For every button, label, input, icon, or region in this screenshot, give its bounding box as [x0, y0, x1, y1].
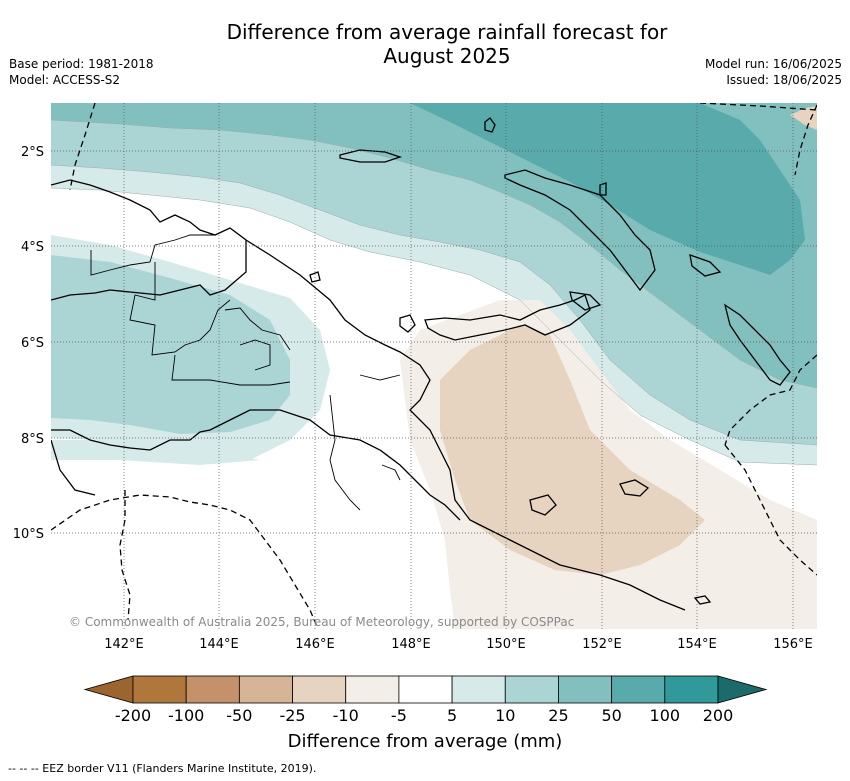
lon-label-142e: 142°E — [104, 637, 144, 652]
colorbar-segment — [451, 675, 506, 704]
model-name: Model: ACCESS-S2 — [9, 73, 121, 87]
colorbar-tick-label: -25 — [279, 706, 305, 725]
meta-right: Model run: 16/06/2025 Issued: 18/06/2025 — [705, 56, 842, 88]
colorbar-segment — [292, 675, 347, 704]
lat-label-8s: 8°S — [21, 432, 44, 447]
colorbar-tick-label: 5 — [447, 706, 457, 725]
colorbar-extend-high — [717, 675, 768, 704]
lat-label-10s: 10°S — [13, 527, 44, 542]
base-period: Base period: 1981-2018 — [9, 57, 154, 71]
colorbar-tick-label: -5 — [391, 706, 407, 725]
lon-label-152e: 152°E — [582, 637, 622, 652]
gridlines — [51, 103, 817, 629]
lon-label-154e: 154°E — [677, 637, 717, 652]
eez-legend-note: -- -- -- EEZ border V11 (Flanders Marine… — [8, 762, 317, 775]
colorbar-segment — [504, 675, 559, 704]
province-boundaries — [90, 234, 401, 511]
meta-left: Base period: 1981-2018 Model: ACCESS-S2 — [9, 56, 154, 88]
map-plot-area: © Commonwealth of Australia 2025, Bureau… — [51, 103, 817, 629]
colorbar-label: Difference from average (mm) — [288, 731, 563, 752]
colorbar-tick-label: -50 — [226, 706, 252, 725]
colorbar-segment — [238, 675, 293, 704]
model-run: Model run: 16/06/2025 — [704, 57, 842, 71]
colorbar-extend-low — [83, 675, 134, 704]
coastlines — [51, 117, 791, 611]
colorbar-tick-label: 10 — [495, 706, 515, 725]
title-line-1: Difference from average rainfall forecas… — [226, 20, 668, 44]
latitude-labels: 2°S 4°S 6°S 8°S 10°S — [13, 145, 44, 542]
colorbar-segment — [132, 675, 187, 704]
contour-50-100 — [410, 103, 805, 275]
colorbar-segment — [398, 675, 453, 704]
colorbar-tick-label: 50 — [601, 706, 621, 725]
lon-label-146e: 146°E — [295, 637, 335, 652]
colorbar-tick-label: 200 — [703, 706, 734, 725]
map-title: Difference from average rainfall forecas… — [0, 20, 850, 68]
colorbar-tick-label: -100 — [168, 706, 204, 725]
contour-lines — [51, 119, 817, 466]
title-line-2: August 2025 — [383, 44, 511, 68]
lon-label-144e: 144°E — [199, 637, 239, 652]
contour-neg-10-25 — [440, 325, 705, 575]
longitude-labels: 142°E 144°E 146°E 148°E 150°E 152°E 154°… — [104, 637, 813, 652]
colorbar — [83, 675, 768, 704]
colorbar-segment — [185, 675, 240, 704]
colorbar-segment — [345, 675, 400, 704]
colorbar-tick-label: 25 — [548, 706, 568, 725]
attribution-text: © Commonwealth of Australia 2025, Bureau… — [69, 615, 574, 629]
colorbar-tick-label: 100 — [650, 706, 681, 725]
lat-label-4s: 4°S — [21, 240, 44, 255]
colorbar-tick-labels: -200 -100 -50 -25 -10 -5 5 10 25 50 100 200 — [115, 706, 733, 725]
lon-label-148e: 148°E — [391, 637, 431, 652]
lat-label-2s: 2°S — [21, 145, 44, 160]
contour-neg-topright — [790, 106, 817, 130]
contour-west-10-25 — [51, 255, 290, 434]
lon-label-150e: 150°E — [486, 637, 526, 652]
lon-label-156e: 156°E — [773, 637, 813, 652]
eez-borders — [51, 103, 817, 629]
lat-label-6s: 6°S — [21, 336, 44, 351]
colorbar-segment — [558, 675, 613, 704]
contour-west-lower — [51, 440, 260, 465]
issued-date: Issued: 18/06/2025 — [726, 73, 842, 87]
colorbar-segment — [611, 675, 666, 704]
colorbar-tick-label: -10 — [333, 706, 359, 725]
colorbar-tick-label: -200 — [115, 706, 151, 725]
colorbar-segment — [664, 675, 719, 704]
